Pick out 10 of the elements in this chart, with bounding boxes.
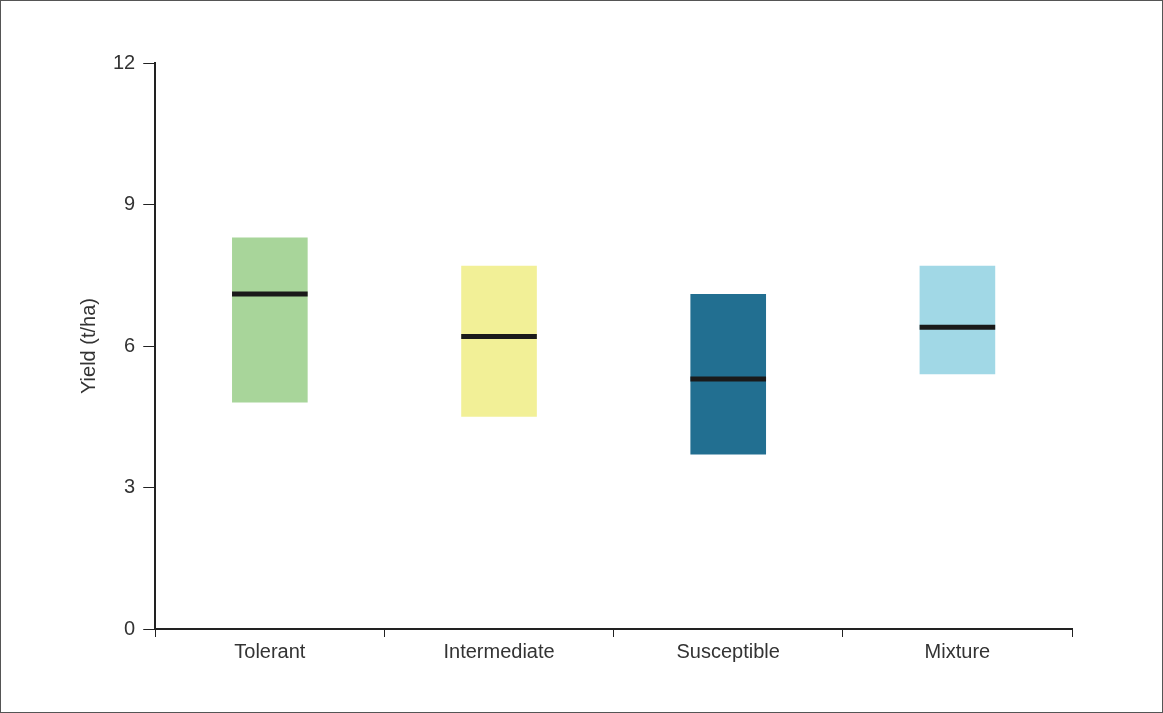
y-tick-label: 3: [124, 475, 136, 498]
y-tick-label: 0: [124, 616, 136, 639]
x-tick-label: Susceptible: [676, 639, 780, 662]
x-tick-label: Mixture: [924, 639, 991, 662]
y-tick-label: 6: [124, 333, 136, 356]
x-tick-label: Intermediate: [443, 639, 555, 662]
x-tick-label: Tolerant: [234, 639, 306, 662]
y-tick-label: 9: [124, 192, 136, 215]
y-tick-label: 12: [113, 50, 136, 73]
y-axis-title: Yield (t/ha): [76, 298, 99, 394]
